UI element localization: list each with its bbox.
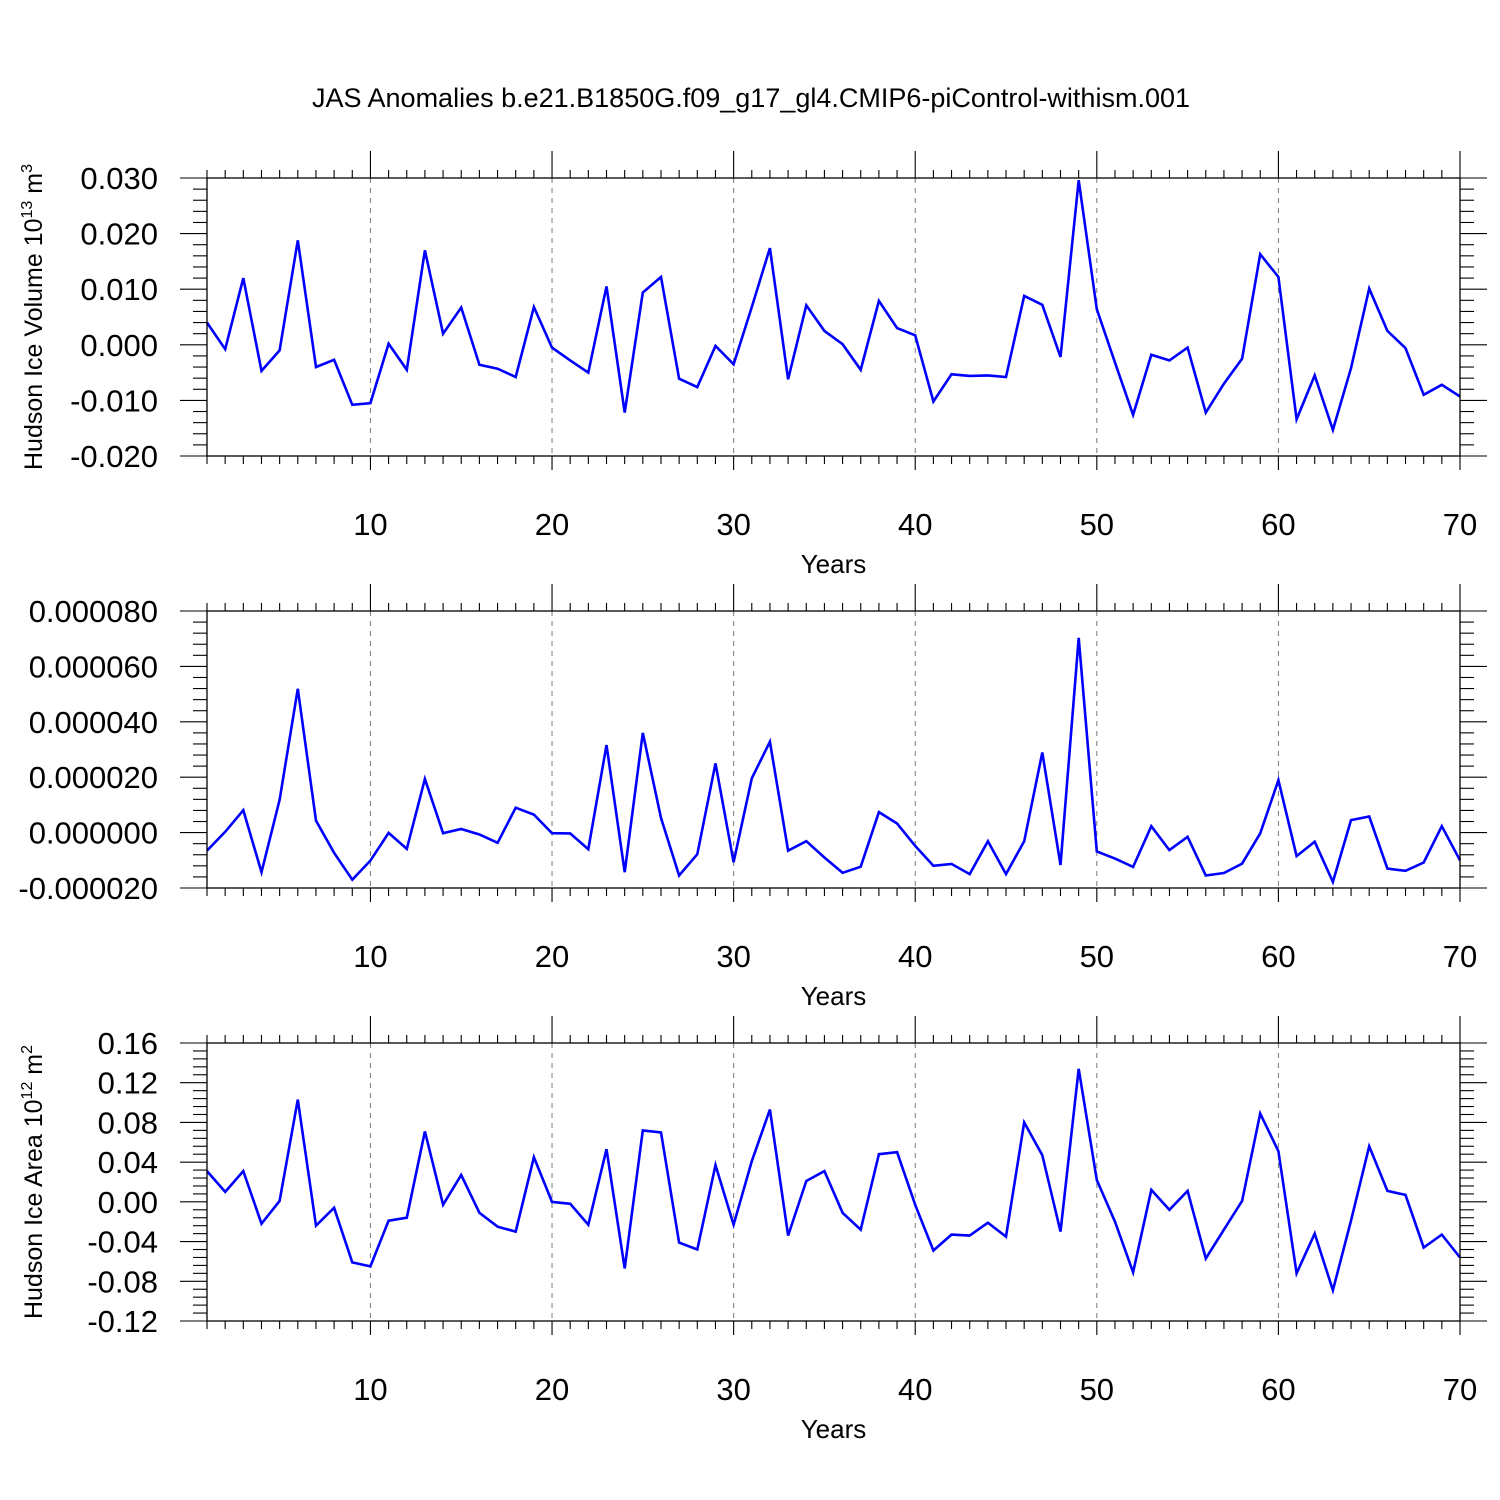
x-tick-label: 40 <box>898 507 932 542</box>
x-axis-label: Years <box>801 1414 867 1444</box>
y-tick-label: 0.000040 <box>29 705 158 740</box>
x-tick-label: 20 <box>535 1372 569 1407</box>
x-tick-label: 50 <box>1080 507 1114 542</box>
y-tick-label: 0.030 <box>80 161 158 196</box>
x-tick-label: 50 <box>1080 939 1114 974</box>
plot-frame <box>206 1042 1461 1322</box>
x-tick-label: 60 <box>1261 1372 1295 1407</box>
y-tick-label: -0.08 <box>87 1264 158 1299</box>
y-axis-label: Hudson Ice Area 1012 m2 <box>19 1045 48 1319</box>
y-tick-label: 0.000020 <box>29 760 158 795</box>
y-tick-label: 0.00 <box>98 1185 158 1220</box>
y-tick-label: -0.020 <box>70 439 158 474</box>
x-tick-label: 20 <box>535 507 569 542</box>
y-tick-label: -0.010 <box>70 383 158 418</box>
panel-middle-panel: 10 20 30 40 50 60 70 -0.000020 0.000000 0.000020 0… <box>18 584 1487 1011</box>
x-tick-label: 60 <box>1261 939 1295 974</box>
x-tick-label: 60 <box>1261 507 1295 542</box>
y-tick-label: 0.04 <box>98 1145 158 1180</box>
series-line <box>206 637 1462 886</box>
panel-hudson-ice-area: 10 20 30 40 50 60 70 -0.12 -0.08 -0.04 0.00 0.04 0.0… <box>19 1016 1487 1444</box>
y-tick-label: 0.000060 <box>29 649 158 684</box>
y-tick-label: 0.12 <box>98 1066 158 1101</box>
x-axis-label: Years <box>801 981 867 1011</box>
x-tick-label: 70 <box>1443 507 1477 542</box>
y-tick-label: 0.000080 <box>29 594 158 629</box>
x-tick-label: 50 <box>1080 1372 1114 1407</box>
x-tick-label: 10 <box>353 939 387 974</box>
y-tick-label: 0.000000 <box>29 816 158 851</box>
x-tick-label: 20 <box>535 939 569 974</box>
plot-frame <box>206 177 1461 457</box>
y-tick-label: 0.020 <box>80 217 158 252</box>
x-tick-label: 40 <box>898 1372 932 1407</box>
x-tick-label: 10 <box>353 507 387 542</box>
y-tick-label: 0.000 <box>80 328 158 363</box>
y-tick-label: 0.010 <box>80 272 158 307</box>
panels: 10 20 30 40 50 60 70 -0.020 -0.010 0.000 0.010 0.02… <box>18 151 1487 1444</box>
series-line <box>205 180 1461 435</box>
x-tick-label: 40 <box>898 939 932 974</box>
x-tick-label: 30 <box>716 1372 750 1407</box>
x-tick-label: 30 <box>716 939 750 974</box>
series-line <box>206 1068 1462 1295</box>
y-tick-label: 0.08 <box>98 1105 158 1140</box>
x-tick-label: 30 <box>716 507 750 542</box>
x-tick-label: 10 <box>353 1372 387 1407</box>
x-tick-label: 70 <box>1443 1372 1477 1407</box>
figure-title: JAS Anomalies b.e21.B1850G.f09_g17_gl4.C… <box>312 83 1190 113</box>
x-tick-label: 70 <box>1443 939 1477 974</box>
x-axis-label: Years <box>801 549 867 579</box>
plot-frame <box>206 610 1461 889</box>
panel-hudson-ice-volume: 10 20 30 40 50 60 70 -0.020 -0.010 0.000 0.010 0.02… <box>19 151 1487 579</box>
y-tick-label: -0.04 <box>87 1225 158 1260</box>
y-axis-label: Hudson Ice Volume 1013 m3 <box>19 164 48 470</box>
y-tick-label: -0.12 <box>87 1304 158 1339</box>
y-tick-label: -0.000020 <box>18 871 158 906</box>
y-tick-label: 0.16 <box>98 1026 158 1061</box>
